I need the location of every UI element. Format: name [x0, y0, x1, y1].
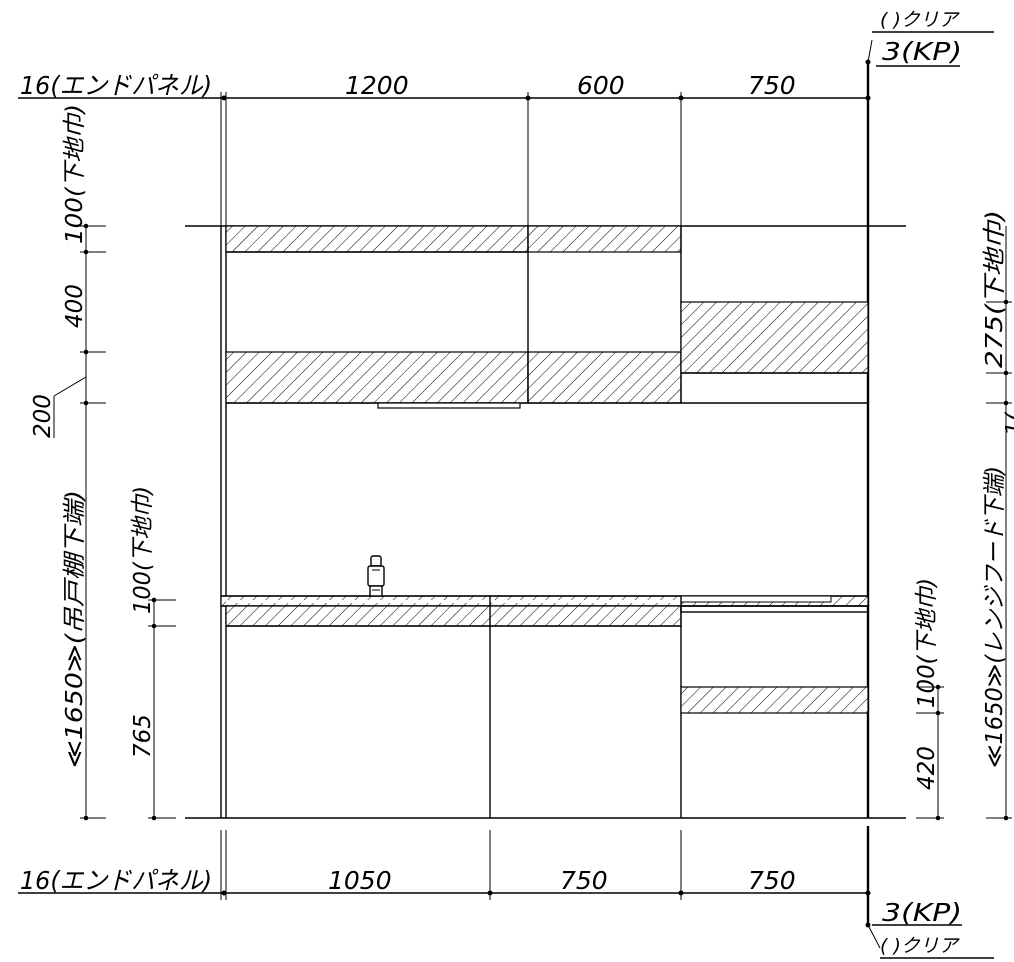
left-overall-label: ≪1650≫(吊戸棚下端) — [62, 490, 88, 768]
left-lower-height-label: 765 — [130, 714, 156, 758]
upper-cabinet-600 — [527, 225, 682, 404]
stove-cabinet — [680, 605, 869, 714]
left-upper-base-label: 100(下地巾) — [62, 104, 88, 244]
right-overall-label: ≪1650≫(レンジフード下端) — [982, 466, 1008, 768]
bottom-width-3: 750 — [748, 866, 796, 895]
right-hood-base-label: 275(下地巾) — [982, 210, 1008, 368]
top-width-2: 600 — [577, 71, 625, 100]
upper-cabinet-handle — [377, 402, 521, 409]
left-lower-base-label: 100(下地巾) — [130, 486, 156, 614]
countertop — [220, 595, 869, 607]
top-kp-leader — [865, 31, 994, 226]
right-partial-label: 1( — [1002, 411, 1014, 436]
range-hood — [680, 301, 869, 374]
left-dimension-line-inner — [148, 597, 176, 821]
bottom-dimension-line — [18, 830, 871, 900]
top-width-3: 750 — [748, 71, 796, 100]
right-dimension-line-outer — [986, 226, 1012, 821]
upper-cabinet-1200 — [225, 225, 529, 404]
bottom-clear-label: ( )クリア — [880, 935, 960, 957]
left-dimension-line-outer — [53, 223, 106, 821]
right-lower-base-label: 100(下地巾) — [914, 578, 940, 708]
top-width-1: 1200 — [345, 71, 409, 100]
bottom-kp-label: 3(KP) — [882, 898, 962, 927]
lower-cabinet-base — [225, 596, 682, 818]
left-gap-label: 200 — [30, 394, 56, 438]
top-end-panel-label: 16(エンドパネル) — [20, 71, 212, 100]
left-upper-height-label: 400 — [62, 284, 88, 328]
bottom-width-2: 750 — [560, 866, 608, 895]
right-lower-height-label: 420 — [914, 746, 940, 790]
top-clear-label: ( )クリア — [880, 9, 960, 31]
right-dimension-line-inner — [916, 684, 944, 821]
bottom-end-panel-label: 16(エンドパネル) — [20, 866, 212, 895]
top-dimension-line — [18, 92, 871, 226]
bottom-width-1: 1050 — [328, 866, 392, 895]
faucet-icon — [367, 555, 385, 597]
top-kp-label: 3(KP) — [882, 37, 962, 66]
bottom-kp-leader — [865, 826, 994, 959]
